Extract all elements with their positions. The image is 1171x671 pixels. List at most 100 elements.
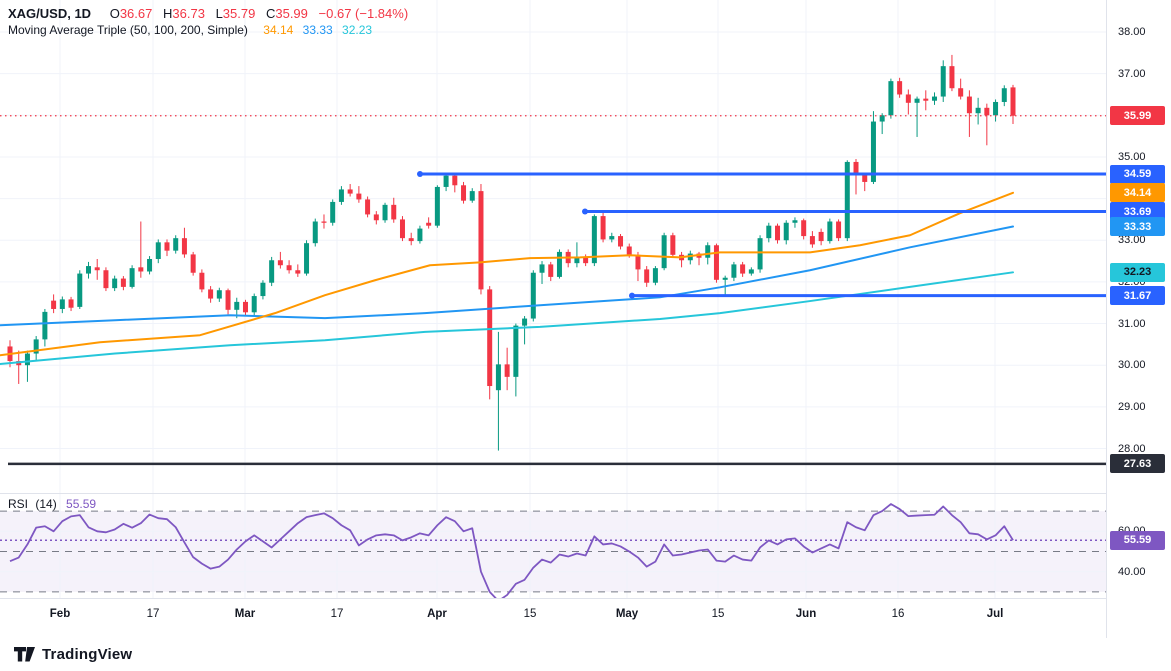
candle-body	[321, 221, 327, 223]
candle-body	[120, 278, 126, 287]
candle-body	[949, 66, 955, 89]
candle-body	[879, 115, 885, 122]
candle-body	[1010, 87, 1016, 116]
candle-body	[940, 66, 946, 97]
candle-body	[556, 251, 562, 277]
pane-divider[interactable]	[0, 493, 1171, 494]
time-tick: May	[615, 608, 639, 620]
candle-body	[426, 222, 432, 226]
symbol-title[interactable]: XAG/USD, 1D	[8, 6, 92, 21]
candle-body	[583, 256, 589, 264]
candle-body	[216, 290, 222, 299]
time-axis[interactable]: Feb 17 Mar 17 Apr 15 May 15 Jun 16 Jul	[0, 598, 1106, 639]
candle-body	[129, 268, 135, 287]
candle-body	[591, 216, 597, 264]
rsi-current-value: 55.59	[66, 497, 97, 511]
candle-body	[975, 107, 981, 114]
symbol-row: XAG/USD, 1D O36.67 H36.73 L35.79 C35.99 …	[8, 5, 408, 22]
time-tick: 15	[523, 608, 537, 620]
ray-anchor-dot[interactable]	[629, 292, 635, 299]
candle-body	[600, 216, 606, 240]
price-tick: 35.00	[1118, 150, 1146, 163]
candle-body	[208, 289, 214, 299]
candle-body	[844, 161, 850, 239]
price-badge: 33.69	[1110, 202, 1165, 221]
candle-body	[862, 174, 868, 182]
candle-body	[652, 268, 658, 283]
tradingview-logo-icon[interactable]	[14, 647, 35, 662]
candle-body	[618, 236, 624, 247]
candle-body	[670, 235, 676, 255]
candle-body	[382, 204, 388, 221]
rsi-title[interactable]: RSI	[8, 497, 29, 511]
high-label: H	[163, 6, 173, 21]
candle-body	[905, 94, 911, 103]
ray-anchor-dot[interactable]	[582, 208, 588, 215]
close-label: C	[265, 6, 276, 21]
candle-body	[147, 258, 153, 272]
candle-body	[644, 269, 650, 283]
candle-body	[417, 228, 423, 242]
ma50-value: 34.14	[263, 23, 294, 37]
candle-body	[792, 220, 798, 223]
candle-body	[966, 96, 972, 114]
candle-body	[548, 264, 554, 277]
candle-body	[330, 201, 336, 223]
candle-body	[993, 101, 999, 116]
candle-body	[42, 311, 48, 340]
brand-name[interactable]: TradingView	[42, 646, 133, 663]
candle-body	[626, 246, 632, 255]
candle-body	[870, 121, 876, 182]
candle-body	[391, 204, 397, 220]
candle-body	[199, 272, 205, 290]
candle-body	[164, 242, 170, 251]
candle-body	[923, 98, 929, 101]
candle-body	[173, 238, 179, 251]
candle-body	[85, 266, 91, 274]
candle-body	[731, 264, 737, 278]
open-label: O	[109, 6, 120, 21]
candle-body	[461, 185, 467, 201]
candle-body	[932, 96, 938, 101]
candle-body	[818, 231, 824, 242]
candle-body	[408, 238, 414, 242]
candle-body	[757, 238, 763, 270]
candle-body	[897, 81, 903, 95]
candle-body	[914, 98, 920, 103]
chart-canvas[interactable]	[0, 0, 1106, 598]
ray-anchor-dot[interactable]	[417, 171, 423, 178]
candle-body	[155, 242, 161, 259]
rsi-line	[9, 503, 1014, 598]
candle-body	[661, 235, 667, 269]
close-value: 35.99	[275, 6, 308, 21]
candle-body	[443, 175, 449, 187]
candle-body	[286, 265, 292, 271]
candle-body	[783, 222, 789, 241]
price-axis[interactable]: 38.00 37.00 35.00 33.00 32.00 31.00 30.00 29.00…	[1106, 0, 1171, 638]
candle-body	[740, 264, 746, 274]
candle-body	[609, 236, 615, 240]
candle-body	[853, 161, 859, 175]
candle-body	[347, 189, 353, 194]
low-value: 35.79	[222, 6, 256, 21]
candle-body	[365, 199, 371, 215]
candle-body	[59, 299, 65, 309]
candle-body	[478, 191, 484, 290]
candle-body	[522, 318, 528, 326]
ma200-value: 32.23	[342, 23, 373, 37]
candle-body	[295, 270, 301, 274]
candle-body	[304, 243, 310, 274]
candle-body	[269, 260, 275, 283]
rsi-tick: 40.00	[1118, 565, 1146, 578]
candle-body	[94, 267, 100, 271]
candle-body	[373, 214, 379, 221]
candle-body	[1001, 88, 1007, 102]
price-tick: 31.00	[1118, 317, 1146, 330]
candle-body	[77, 273, 83, 307]
price-badge: 55.59	[1110, 530, 1165, 550]
candle-body	[51, 300, 57, 309]
candle-body	[775, 225, 781, 241]
indicator-title[interactable]: Moving Average Triple (50, 100, 200, Sim…	[8, 23, 248, 37]
candle-body	[635, 254, 641, 270]
